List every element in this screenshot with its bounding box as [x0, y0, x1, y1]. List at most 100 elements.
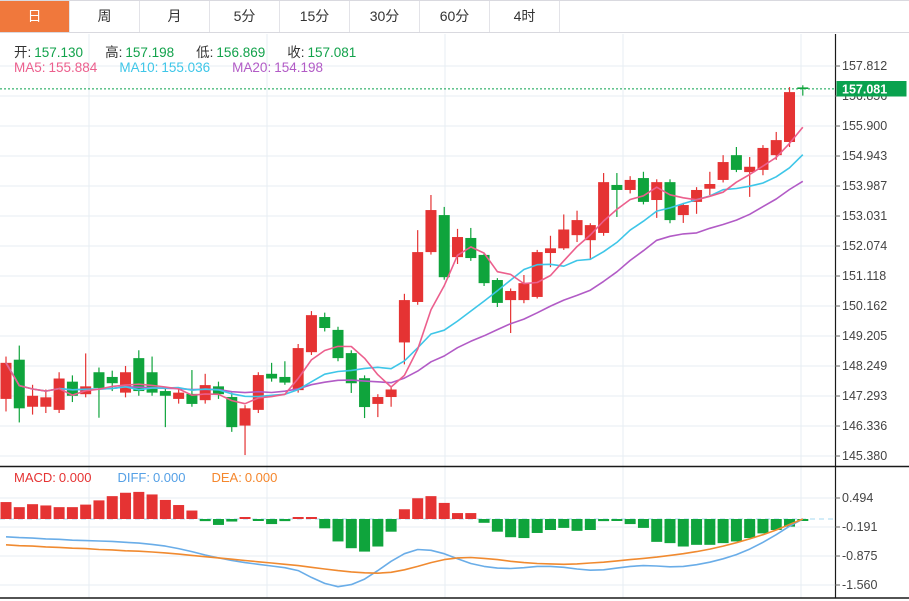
macd-bar — [505, 519, 517, 538]
candle-body — [239, 408, 251, 426]
ma-row-ma20: MA20: 154.198 — [232, 60, 323, 75]
candle-body — [478, 254, 490, 284]
high-value: 157.198 — [125, 45, 175, 60]
tab-week[interactable]: 周 — [70, 1, 140, 32]
candle-body — [571, 220, 583, 236]
candle-body — [186, 393, 198, 404]
tab-4hour[interactable]: 4时 — [490, 1, 560, 32]
candle-body — [159, 391, 171, 396]
ma-row-ma10: MA10: 155.036 — [119, 60, 210, 75]
tab-day[interactable]: 日 — [0, 1, 70, 32]
candle-body — [332, 329, 344, 359]
macd-bar — [40, 505, 52, 519]
candle-body — [797, 87, 809, 89]
dea-line — [5, 518, 804, 575]
timeframe-tabbar: 日周月 5分 15分 30分 60分 4时 — [0, 0, 909, 33]
tab-30min[interactable]: 30分 — [350, 1, 420, 32]
macd-bar — [637, 519, 649, 528]
quote-row: 开: 157.130 高: 157.198 低: 156.869 收: 157.081 — [14, 41, 356, 61]
macd-bar — [13, 507, 25, 519]
candle-body — [319, 317, 331, 329]
macd-bar — [199, 519, 211, 522]
ma20-label: MA20: — [232, 60, 272, 75]
candle-body — [438, 215, 450, 278]
macd-bar — [518, 519, 530, 539]
macd-bar — [544, 519, 556, 531]
macd-bar — [584, 519, 596, 531]
current-price-tag — [836, 81, 907, 97]
macd-bar — [757, 519, 769, 534]
candle-body — [66, 381, 78, 396]
candle-body — [584, 225, 596, 241]
macd-bar — [571, 519, 583, 531]
price-axis-label-153.987: 153.987 — [842, 179, 887, 193]
macd-bar — [173, 505, 185, 519]
macd-row-macd: MACD: 0.000 — [14, 470, 91, 485]
candle-body — [544, 248, 556, 254]
candle-body — [651, 182, 663, 201]
macd-axis-label--0.191: -0.191 — [842, 520, 877, 534]
macd-bar — [784, 519, 796, 527]
macd-indicator-row: MACD: 0.000 DIFF: 0.000 DEA: 0.000 — [14, 470, 277, 485]
candle-body — [637, 178, 649, 202]
candle-body — [359, 378, 371, 408]
price-axis-label-155.900: 155.900 — [842, 119, 887, 133]
price-axis-label-153.031: 153.031 — [842, 209, 887, 223]
candle-body — [465, 237, 477, 259]
candle-body — [531, 252, 543, 297]
macd-bar — [292, 517, 304, 519]
macd-bar — [717, 519, 729, 544]
tab-month[interactable]: 月 — [140, 1, 210, 32]
diff-line — [5, 518, 804, 588]
tab-15min[interactable]: 15分 — [280, 1, 350, 32]
macd-bar — [797, 519, 809, 521]
ma10-line — [5, 154, 804, 398]
macd-bar — [27, 504, 39, 519]
macd-row-diff: DIFF: 0.000 — [117, 470, 185, 485]
candle-body — [425, 210, 437, 253]
ma10-label: MA10: — [119, 60, 159, 75]
macd-bar — [212, 519, 224, 525]
quote-row-low: 低: 156.869 — [196, 41, 265, 61]
close-label: 收: — [287, 45, 305, 60]
macd-bar — [624, 519, 636, 525]
tab-60min[interactable]: 60分 — [420, 1, 490, 32]
low-label: 低: — [196, 45, 214, 60]
price-axis-label-149.205: 149.205 — [842, 329, 887, 343]
ma-indicator-row: MA5: 155.884 MA10: 155.036 MA20: 154.198 — [14, 60, 323, 75]
macd-bar — [345, 519, 357, 549]
quote-row-high: 高: 157.198 — [105, 41, 174, 61]
candle-body — [598, 182, 610, 233]
candle-body — [0, 362, 12, 399]
tab-5min[interactable]: 5分 — [210, 1, 280, 32]
ma20-value: 154.198 — [274, 60, 324, 75]
macd-bar — [159, 499, 171, 519]
current-price-tag-value: 157.081 — [842, 83, 887, 97]
quote-row-close: 收: 157.081 — [287, 41, 356, 61]
macd-bar — [677, 519, 689, 547]
candle-body — [717, 162, 729, 180]
macd-bar — [491, 519, 503, 532]
tabbar-filler — [560, 1, 909, 32]
candle-body — [505, 290, 517, 301]
low-value: 156.869 — [216, 45, 266, 60]
macd-bar — [770, 519, 782, 531]
candle-body — [730, 155, 742, 170]
macd-row-dea: DEA: 0.000 — [211, 470, 277, 485]
macd-bar — [120, 492, 132, 519]
candle-body — [345, 353, 357, 384]
macd-bar — [186, 510, 198, 519]
macd-bar — [133, 491, 145, 519]
price-axis-label-148.249: 148.249 — [842, 359, 887, 373]
macd-value: 0.000 — [58, 470, 92, 485]
macd-bar — [319, 519, 331, 529]
macd-bar — [425, 496, 437, 519]
candle-body — [226, 397, 238, 428]
macd-bar — [398, 509, 410, 519]
macd-bar — [465, 513, 477, 519]
price-axis-label-150.162: 150.162 — [842, 299, 887, 313]
macd-bar — [0, 502, 12, 519]
price-axis-label-146.336: 146.336 — [842, 419, 887, 433]
macd-label: MACD: — [14, 470, 56, 485]
